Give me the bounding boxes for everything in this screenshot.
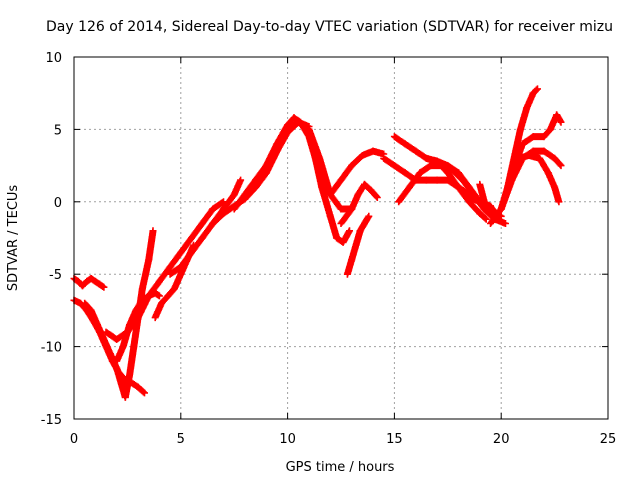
x-tick-label: 0 bbox=[70, 432, 78, 447]
data-point-plus bbox=[337, 205, 356, 227]
series-arc9 bbox=[230, 114, 353, 246]
data-point-plus bbox=[126, 343, 138, 380]
data-point-plus bbox=[459, 176, 477, 199]
data-point-plus bbox=[553, 111, 565, 126]
plot-frame bbox=[73, 56, 609, 420]
data-point-plus bbox=[551, 183, 563, 206]
series-arc22 bbox=[508, 111, 565, 177]
series-arc18 bbox=[455, 183, 490, 223]
data-point-plus bbox=[337, 162, 356, 184]
data-point-plus bbox=[209, 209, 227, 227]
data-point-plus bbox=[361, 212, 373, 227]
data-point-plus bbox=[252, 169, 270, 191]
series-arc17 bbox=[422, 154, 501, 220]
y-tick-label: -15 bbox=[41, 413, 62, 428]
y-tick-label: 5 bbox=[54, 123, 62, 138]
y-tick-label: -10 bbox=[41, 341, 62, 356]
y-axis-label: SDTVAR / TECUs bbox=[6, 185, 21, 292]
data-point-plus bbox=[177, 249, 195, 271]
x-tick-label: 5 bbox=[177, 432, 185, 447]
data-point-plus bbox=[145, 227, 157, 264]
y-tick-label: -5 bbox=[49, 268, 62, 283]
series-arc11 bbox=[337, 180, 381, 227]
data-point-plus bbox=[476, 180, 490, 213]
data-point-plus bbox=[134, 383, 148, 397]
data-point-plus bbox=[455, 183, 473, 206]
data-point-plus bbox=[476, 209, 490, 223]
data-point-plus bbox=[188, 234, 206, 256]
data-point-plus bbox=[198, 220, 217, 242]
data-point-plus bbox=[551, 154, 565, 170]
data-point-plus bbox=[273, 121, 292, 148]
data-point-plus bbox=[230, 176, 245, 199]
data-point-plus bbox=[405, 169, 424, 191]
data-point-plus bbox=[367, 186, 381, 201]
x-tick-label: 25 bbox=[600, 432, 617, 447]
data-point-plus bbox=[273, 128, 292, 155]
data-point-plus bbox=[241, 176, 260, 199]
data-point-plus bbox=[166, 249, 185, 271]
data-point-plus bbox=[326, 176, 345, 199]
series-arc13 bbox=[326, 147, 388, 199]
data-point-plus bbox=[209, 198, 227, 213]
data-point-plus bbox=[369, 147, 388, 158]
data-point-plus bbox=[305, 125, 324, 162]
series-arc4 bbox=[102, 198, 227, 343]
y-tick-label: 0 bbox=[54, 196, 62, 211]
chart-title: Day 126 of 2014, Sidereal Day-to-day VTE… bbox=[46, 19, 613, 35]
x-tick-label: 10 bbox=[279, 432, 296, 447]
data-point-plus bbox=[444, 169, 462, 191]
series-arc19 bbox=[476, 180, 490, 213]
data-point-plus bbox=[230, 191, 249, 213]
data-point-plus bbox=[188, 220, 206, 242]
data-point-plus bbox=[318, 183, 334, 220]
data-marks bbox=[70, 85, 565, 401]
x-axis-label: GPS time / hours bbox=[286, 460, 395, 475]
series-arc5 bbox=[113, 289, 163, 365]
series-arc23 bbox=[514, 152, 563, 206]
x-tick-label: 15 bbox=[386, 432, 403, 447]
data-point-plus bbox=[465, 198, 484, 217]
series-arc3 bbox=[81, 227, 157, 401]
series-arc2 bbox=[70, 275, 108, 291]
data-point-plus bbox=[177, 234, 195, 256]
series-arc7 bbox=[166, 176, 245, 278]
data-point-plus bbox=[220, 191, 238, 213]
y-tick-label: 10 bbox=[45, 51, 62, 66]
data-point-plus bbox=[497, 176, 516, 213]
data-point-plus bbox=[433, 157, 452, 177]
data-point-plus bbox=[348, 152, 366, 170]
data-point-plus bbox=[155, 263, 174, 285]
y-axis-ticks: -15 -10 -5 0 5 10 bbox=[41, 51, 608, 428]
x-axis-ticks: 0 5 10 15 20 25 bbox=[70, 57, 616, 447]
x-tick-label: 20 bbox=[493, 432, 510, 447]
data-point-plus bbox=[339, 227, 353, 246]
data-point-plus bbox=[395, 183, 413, 206]
data-point-plus bbox=[96, 280, 108, 291]
data-point-plus bbox=[198, 205, 217, 227]
data-point-plus bbox=[151, 289, 163, 300]
data-point-plus bbox=[529, 85, 541, 97]
data-point-plus bbox=[487, 205, 505, 227]
data-point-plus bbox=[448, 166, 467, 184]
series-arc12 bbox=[343, 212, 373, 278]
